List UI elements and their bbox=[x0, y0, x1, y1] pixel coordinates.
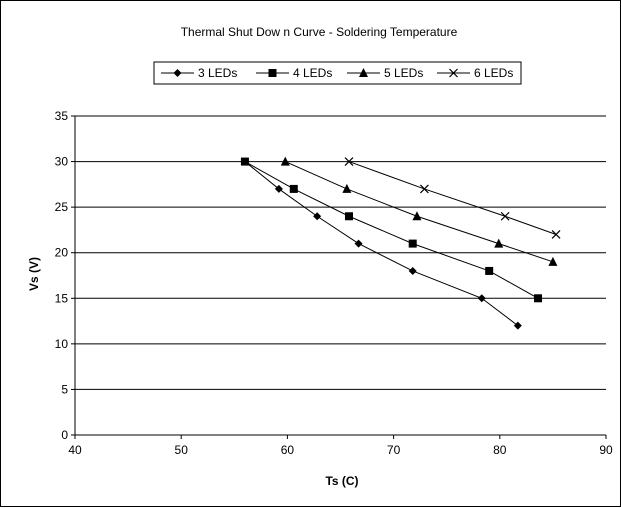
tick-labels: 0 5 10 15 20 25 30 35 40 50 60 70 80 90 bbox=[55, 109, 613, 457]
data-point bbox=[274, 184, 283, 193]
y-tick-label: 35 bbox=[55, 109, 69, 123]
data-point bbox=[354, 239, 363, 248]
y-tick-label: 20 bbox=[55, 246, 69, 260]
data-point bbox=[551, 230, 561, 239]
series-group bbox=[240, 156, 561, 330]
data-point bbox=[344, 212, 353, 221]
data-point bbox=[240, 157, 249, 166]
series-6-leds bbox=[344, 157, 561, 239]
y-tick-label: 30 bbox=[55, 155, 69, 169]
data-point bbox=[548, 256, 558, 266]
x-tick-label: 60 bbox=[281, 443, 295, 457]
x-tick-label: 50 bbox=[175, 443, 189, 457]
data-point bbox=[280, 156, 290, 166]
series-line bbox=[285, 161, 554, 263]
series-line bbox=[244, 161, 519, 327]
data-point bbox=[408, 266, 417, 275]
series-5-leds bbox=[280, 156, 558, 266]
y-tick-label: 0 bbox=[61, 428, 68, 442]
data-point bbox=[344, 157, 354, 166]
legend-box bbox=[153, 61, 522, 85]
data-point bbox=[342, 183, 352, 193]
legend-label: 5 LEDs bbox=[384, 66, 423, 80]
x-tick-label: 70 bbox=[387, 443, 401, 457]
y-axis-label: Vs (V) bbox=[27, 257, 41, 291]
legend-label: 6 LEDs bbox=[474, 66, 513, 80]
gridlines bbox=[75, 115, 606, 436]
legend-marker bbox=[268, 69, 277, 77]
data-point bbox=[485, 266, 494, 275]
y-tick-label: 10 bbox=[55, 337, 69, 351]
x-tick-label: 90 bbox=[599, 443, 613, 457]
legend-label: 4 LEDs bbox=[293, 66, 332, 80]
series-4-leds bbox=[240, 157, 543, 303]
chart-title: Thermal Shut Dow n Curve - Soldering Tem… bbox=[181, 25, 458, 39]
data-point bbox=[534, 294, 543, 303]
x-tick-label: 80 bbox=[493, 443, 507, 457]
legend-marker bbox=[449, 68, 458, 78]
legend-marker bbox=[359, 68, 368, 77]
data-point bbox=[313, 212, 322, 221]
legend-marker bbox=[173, 69, 182, 77]
data-point bbox=[494, 238, 504, 248]
y-tick-label: 15 bbox=[55, 291, 69, 305]
y-tick-label: 25 bbox=[55, 200, 69, 214]
axes bbox=[71, 115, 607, 439]
legend-label: 3 LEDs bbox=[198, 66, 237, 80]
x-tick-label: 40 bbox=[68, 443, 82, 457]
data-point bbox=[500, 211, 510, 221]
x-axis-label: Ts (C) bbox=[325, 474, 358, 488]
data-point bbox=[419, 184, 429, 194]
data-point bbox=[412, 211, 422, 221]
data-point bbox=[477, 294, 486, 303]
data-point bbox=[289, 184, 298, 193]
y-tick-label: 5 bbox=[61, 382, 68, 396]
series-3-leds bbox=[240, 157, 522, 330]
series-line bbox=[244, 161, 539, 299]
data-point bbox=[408, 239, 417, 248]
series-line bbox=[348, 161, 557, 235]
data-point bbox=[513, 321, 522, 330]
legend: 3 LEDs 4 LEDs 5 LEDs 6 LEDs bbox=[153, 61, 522, 85]
